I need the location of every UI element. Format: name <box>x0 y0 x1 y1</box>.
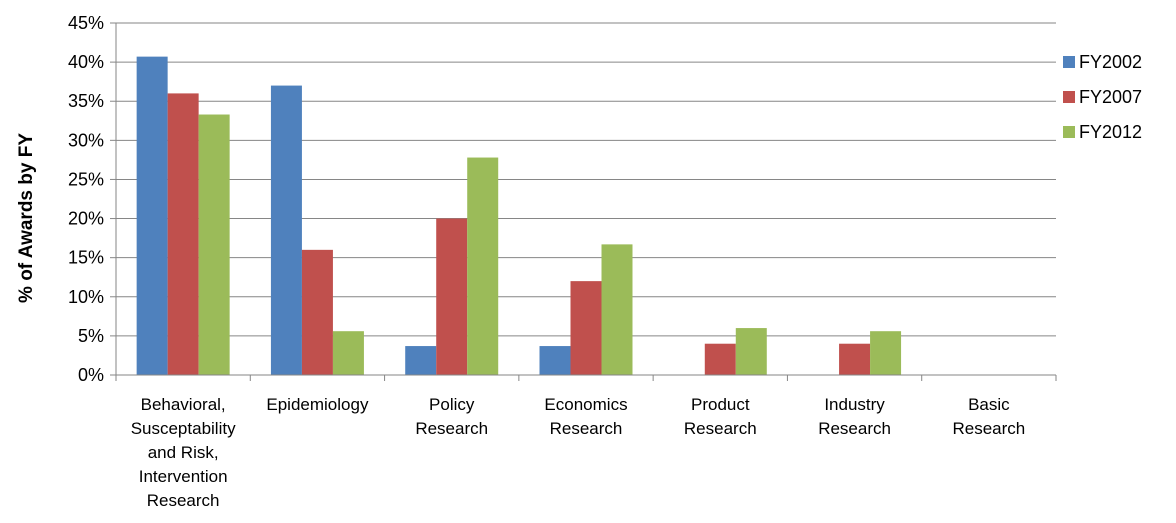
legend-swatch <box>1063 56 1075 68</box>
legend-swatch <box>1063 126 1075 138</box>
bar-fy2002 <box>405 346 437 375</box>
bar-fy2007 <box>301 249 333 375</box>
bar-fy2012 <box>601 244 633 375</box>
bar-fy2007 <box>839 343 871 375</box>
y-tick-label: 45% <box>68 13 104 33</box>
bar-fy2002 <box>539 346 571 375</box>
y-tick-label: 30% <box>68 130 104 150</box>
y-axis-ticks: 0% 5% 10% 15% 20% 25% 30% 35% 40% 45% <box>68 13 116 385</box>
bar-fy2012 <box>332 331 364 375</box>
x-category-label: Product Research <box>684 395 757 438</box>
bar-fy2007 <box>704 343 736 375</box>
bar-fy2012 <box>735 328 767 375</box>
x-category-label: Behavioral, Susceptability and Risk, Interv… <box>131 395 236 510</box>
bar-fy2007 <box>570 281 602 375</box>
legend-item-fy2012: FY2012 <box>1063 122 1142 142</box>
y-tick-label: 0% <box>78 365 104 385</box>
y-axis-title: % of Awards by FY <box>16 133 37 303</box>
bar-fy2002 <box>136 56 168 375</box>
legend-label: FY2002 <box>1079 52 1142 72</box>
legend-label: FY2007 <box>1079 87 1142 107</box>
y-tick-label: 20% <box>68 209 104 229</box>
x-category-label: Epidemiology <box>266 395 369 414</box>
legend-item-fy2007: FY2007 <box>1063 87 1142 107</box>
bar-fy2012 <box>198 114 230 376</box>
axes <box>115 23 1057 381</box>
bar-fy2012 <box>467 157 499 375</box>
bar-fy2007 <box>167 93 199 376</box>
x-axis-category-labels: Behavioral, Susceptability and Risk, Interv… <box>131 395 1026 510</box>
x-category-label: Industry Research <box>818 395 891 438</box>
y-tick-label: 10% <box>68 287 104 307</box>
legend: FY2002 FY2007 FY2012 <box>1063 52 1142 142</box>
bar-fy2012 <box>870 331 902 375</box>
y-tick-label: 40% <box>68 52 104 72</box>
x-category-label: Economics Research <box>544 395 627 438</box>
bar-fy2007 <box>436 218 468 375</box>
legend-swatch <box>1063 91 1075 103</box>
bars <box>136 56 902 376</box>
y-tick-label: 5% <box>78 326 104 346</box>
y-tick-label: 35% <box>68 91 104 111</box>
y-tick-label: 15% <box>68 248 104 268</box>
x-category-label: Policy Research <box>415 395 488 438</box>
bar-fy2002 <box>270 85 302 376</box>
x-category-label: Basic Research <box>952 395 1025 438</box>
legend-label: FY2012 <box>1079 122 1142 142</box>
legend-item-fy2002: FY2002 <box>1063 52 1142 72</box>
y-tick-label: 25% <box>68 169 104 189</box>
